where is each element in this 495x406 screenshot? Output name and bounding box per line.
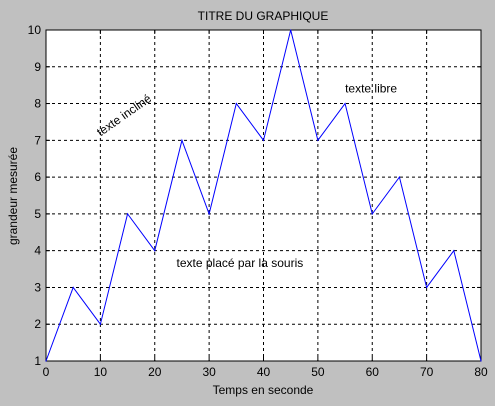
x-axis-label: Temps en seconde — [213, 383, 314, 397]
data-point — [344, 102, 346, 105]
axis-ticks: 0 10 20 30 40 50 60 70 80 1 2 3 4 5 6 7 8 9 10 — [28, 23, 488, 379]
data-point — [317, 139, 319, 141]
y-tick-label: 4 — [34, 244, 41, 258]
annotation-text: texte placé par la souris — [177, 256, 304, 270]
data-point — [208, 213, 210, 215]
data-point — [262, 139, 265, 141]
x-tick-label: 60 — [366, 365, 380, 379]
x-tick-label: 50 — [311, 365, 325, 379]
y-tick-label: 7 — [34, 133, 41, 147]
data-point — [154, 250, 156, 252]
data-point — [99, 323, 101, 325]
data-point — [480, 360, 482, 362]
data-point — [126, 213, 129, 215]
grid-lines — [46, 30, 481, 361]
y-tick-label: 10 — [28, 23, 42, 37]
data-point — [371, 213, 373, 215]
x-tick-label: 40 — [257, 365, 271, 379]
x-tick-label: 0 — [43, 365, 50, 379]
x-tick-label: 20 — [148, 365, 162, 379]
y-tick-label: 9 — [34, 60, 41, 74]
y-tick-label: 1 — [34, 354, 41, 368]
y-tick-label: 6 — [34, 170, 41, 184]
x-tick-label: 30 — [202, 365, 216, 379]
data-point — [235, 102, 237, 105]
data-series — [45, 29, 482, 362]
data-point — [290, 29, 292, 31]
y-tick-label: 8 — [34, 97, 41, 111]
data-point — [181, 139, 183, 141]
y-axis-label: grandeur mesurée — [6, 147, 20, 245]
data-point — [426, 286, 428, 289]
x-tick-label: 80 — [474, 365, 488, 379]
data-point — [398, 176, 401, 178]
y-tick-label: 2 — [34, 317, 41, 331]
y-tick-label: 5 — [34, 207, 41, 221]
data-point — [453, 250, 455, 252]
chart-title: TITRE DU GRAPHIQUE — [198, 9, 329, 23]
y-tick-label: 3 — [34, 280, 41, 294]
x-tick-label: 70 — [420, 365, 434, 379]
data-point — [72, 286, 74, 289]
annotation-text: texte libre — [345, 82, 397, 96]
data-point — [45, 360, 47, 362]
x-tick-label: 10 — [94, 365, 108, 379]
